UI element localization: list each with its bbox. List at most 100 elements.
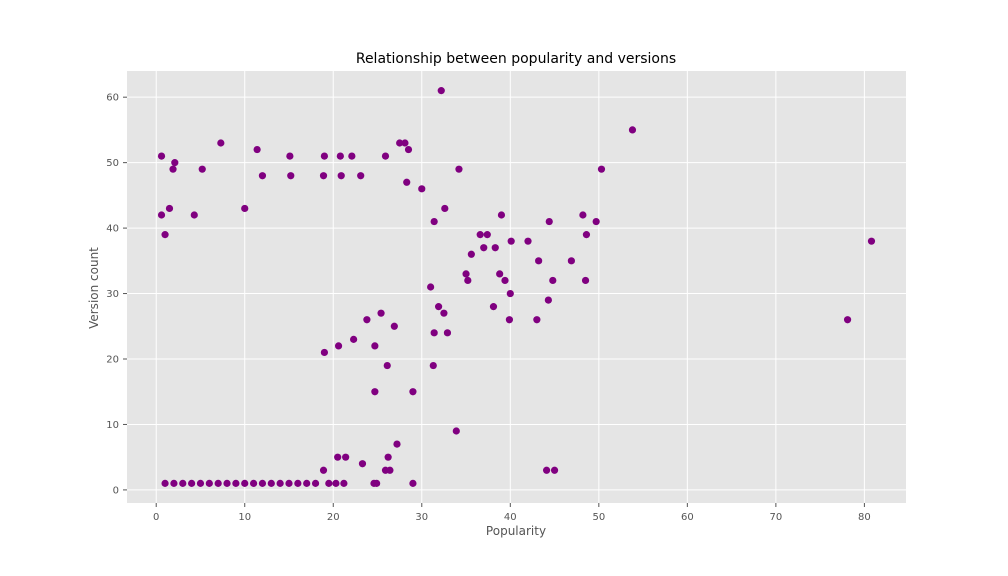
data-point	[320, 348, 329, 357]
data-point	[467, 250, 475, 258]
data-point	[294, 479, 302, 487]
data-point	[455, 165, 463, 173]
x-axis-label: Popularity	[486, 524, 546, 538]
data-point	[579, 211, 587, 219]
data-point	[430, 329, 438, 337]
data-point	[867, 237, 876, 245]
data-point	[581, 276, 590, 285]
data-point	[390, 322, 398, 330]
data-point	[179, 479, 187, 487]
data-point	[340, 479, 348, 487]
data-point	[358, 460, 367, 468]
y-tick-label: 60	[106, 93, 119, 104]
x-tick-label: 80	[858, 512, 871, 523]
data-point	[464, 276, 472, 285]
data-point	[232, 479, 240, 487]
data-point	[535, 257, 543, 265]
data-point	[418, 185, 426, 193]
data-point	[170, 479, 178, 487]
x-tick-label: 10	[238, 512, 251, 523]
data-point	[429, 361, 437, 370]
data-point	[489, 303, 498, 311]
data-point	[567, 257, 575, 265]
data-point	[198, 165, 206, 173]
data-point	[452, 427, 460, 435]
data-point	[253, 145, 261, 154]
y-tick-label: 30	[106, 289, 119, 300]
data-point	[223, 479, 231, 487]
data-point	[628, 126, 637, 134]
x-tick-label: 60	[681, 512, 694, 523]
x-tick-label: 30	[415, 512, 428, 523]
data-point	[325, 479, 333, 487]
data-point	[396, 139, 404, 147]
y-tick-label: 20	[106, 355, 119, 366]
data-point	[441, 204, 449, 213]
data-point	[371, 342, 379, 350]
y-tick-label: 40	[106, 224, 119, 235]
data-point	[258, 479, 267, 487]
data-point	[241, 479, 249, 487]
data-point	[542, 466, 551, 474]
data-point	[373, 479, 381, 487]
data-point	[334, 342, 343, 350]
data-point	[582, 231, 591, 239]
data-point	[165, 204, 174, 213]
data-point	[188, 479, 196, 487]
data-point	[241, 204, 249, 213]
data-point	[342, 453, 350, 461]
data-point	[205, 479, 213, 487]
data-point	[544, 296, 552, 304]
x-tick-label: 0	[153, 512, 159, 523]
data-point	[381, 152, 390, 160]
data-point	[437, 87, 445, 95]
data-point	[217, 139, 225, 147]
data-point	[320, 152, 329, 160]
data-point	[171, 159, 179, 167]
data-point	[214, 479, 222, 487]
data-point	[190, 211, 198, 219]
data-point	[157, 152, 166, 160]
data-point	[348, 152, 356, 160]
data-point	[545, 217, 553, 226]
data-point	[462, 270, 470, 278]
x-tick-label: 40	[504, 512, 517, 523]
data-point	[427, 283, 435, 291]
data-point	[336, 152, 344, 160]
y-tick-label: 50	[106, 158, 119, 169]
x-tick-label: 20	[327, 512, 340, 523]
data-point	[505, 316, 514, 324]
data-point	[506, 289, 514, 298]
data-point	[497, 211, 506, 219]
data-point	[549, 276, 557, 285]
data-points	[157, 87, 876, 487]
data-point	[430, 217, 438, 226]
data-point	[249, 479, 258, 487]
data-point	[435, 303, 443, 311]
data-point	[501, 276, 509, 285]
data-point	[357, 172, 365, 180]
data-point	[287, 172, 295, 180]
y-axis-label: Version count	[87, 247, 101, 329]
chart-title: Relationship between popularity and vers…	[356, 51, 676, 67]
data-point	[440, 309, 448, 317]
data-point	[350, 335, 358, 343]
x-tick-label: 50	[592, 512, 605, 523]
data-point	[386, 466, 394, 474]
data-point	[258, 172, 267, 180]
data-point	[334, 453, 342, 461]
data-point	[196, 479, 205, 487]
data-point	[337, 172, 345, 180]
data-point	[285, 479, 293, 487]
data-point	[843, 316, 852, 324]
data-point	[393, 440, 401, 448]
data-point	[311, 479, 320, 487]
data-point	[476, 231, 484, 239]
data-point	[384, 453, 392, 461]
data-point	[404, 145, 413, 154]
data-point	[496, 270, 504, 278]
data-point	[507, 237, 515, 245]
data-point	[319, 172, 328, 180]
data-point	[319, 466, 328, 474]
